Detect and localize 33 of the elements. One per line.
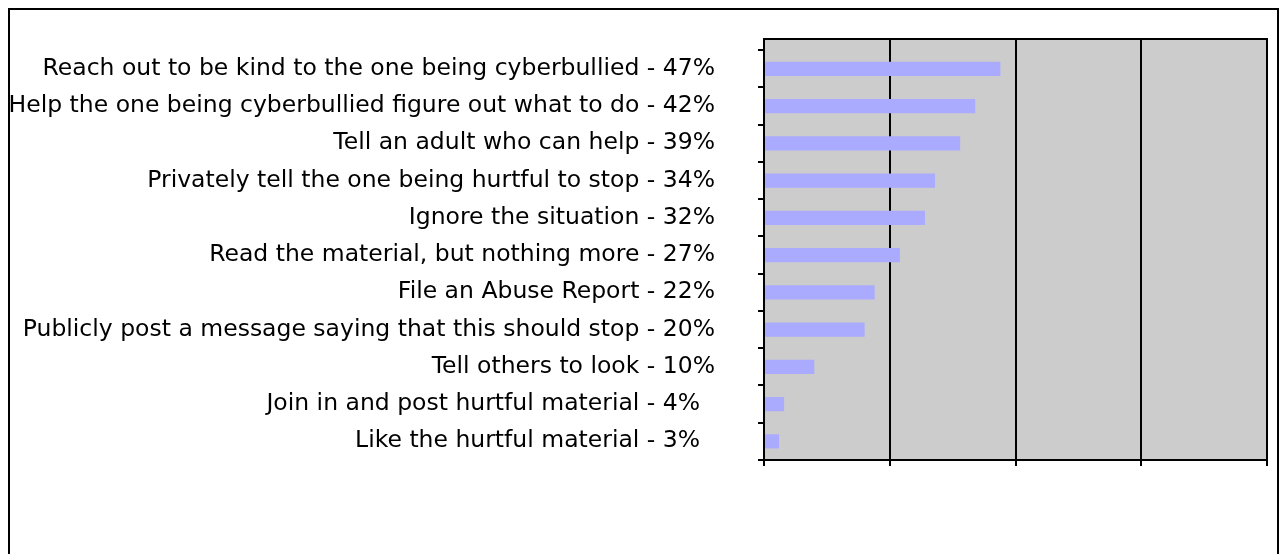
- data-label: 20%: [662, 313, 715, 342]
- data-label: 22%: [662, 276, 715, 305]
- bar: [765, 173, 936, 188]
- data-label: 47%: [662, 52, 715, 81]
- bar: [765, 434, 780, 449]
- data-label: 32%: [662, 201, 715, 230]
- y-tick-label: Read the material, but nothing more -: [209, 239, 656, 268]
- y-tick-label: File an Abuse Report -: [397, 276, 656, 305]
- data-label: 3%: [662, 425, 701, 454]
- bar: [765, 397, 785, 412]
- bar: [765, 210, 925, 225]
- y-tick-label: Publicly post a message saying that this should stop -: [22, 313, 656, 342]
- data-label: 42%: [662, 90, 715, 119]
- bar: [765, 359, 815, 374]
- bar: [765, 61, 1001, 76]
- y-tick-label: Tell an adult who can help -: [332, 127, 656, 156]
- data-label: 4%: [662, 388, 701, 417]
- bar: [765, 136, 961, 151]
- bar: [765, 248, 900, 263]
- y-tick-label: Help the one being cyberbullied figure out what to do -: [8, 90, 656, 119]
- bar: [765, 322, 865, 337]
- y-tick-label: Privately tell the one being hurtful to stop -: [147, 164, 656, 193]
- y-tick-label: Like the hurtful material -: [355, 425, 656, 454]
- y-tick-label: Tell others to look -: [430, 350, 656, 379]
- data-label: 34%: [662, 164, 715, 193]
- data-label: 10%: [662, 350, 715, 379]
- y-tick-label: Reach out to be kind to the one being cyberbullied -: [42, 52, 656, 81]
- data-label: 27%: [662, 239, 715, 268]
- data-label: 39%: [662, 127, 715, 156]
- bar: [765, 285, 875, 300]
- y-tick-label: Join in and post hurtful material -: [264, 388, 656, 417]
- bar: [765, 98, 976, 114]
- y-tick-label: Ignore the situation -: [408, 201, 656, 230]
